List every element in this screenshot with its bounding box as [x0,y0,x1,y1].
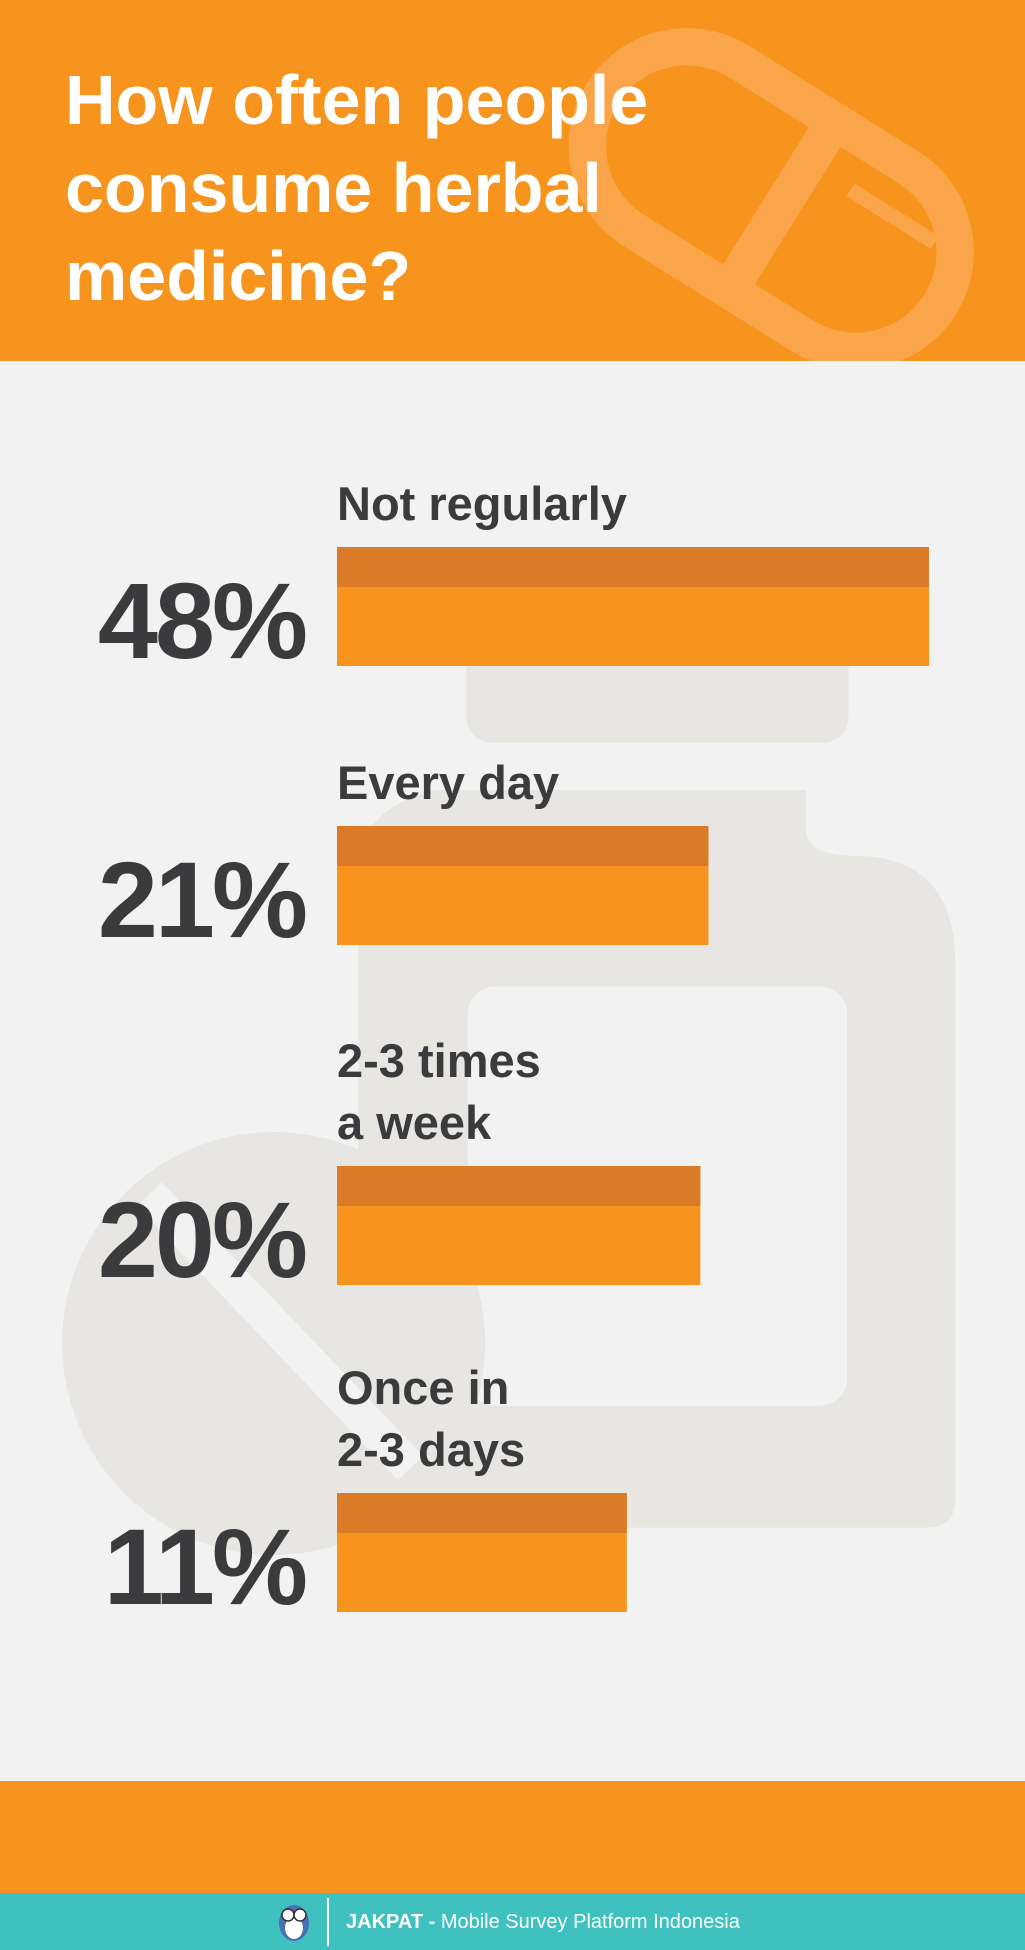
footer-tagline: Mobile Survey Platform Indonesia [441,1911,741,1933]
bar [337,1166,701,1285]
footer-band [0,1781,1025,1893]
chart-title: How often people consume herbal medicine? [65,61,648,315]
header-decoration [568,28,974,361]
footer-text: JAKPAT - Mobile Survey Platform Indonesi… [346,1911,741,1933]
bar [337,547,929,666]
category-label: 2-3 times a week [337,1034,541,1149]
footer-brand: JAKPAT - [346,1911,435,1933]
bar-stripe [337,826,709,866]
bar-stripe [337,1166,701,1206]
logo [279,1898,329,1946]
category-label: Every day [337,756,559,809]
header [0,0,1025,361]
value-label: 11% [104,1506,306,1627]
category-label: Once in 2-3 days [337,1361,525,1476]
bar-stripe [337,1493,627,1533]
bar [337,826,709,945]
category-label: Not regularly [337,477,627,530]
footer-bar [0,1893,1025,1950]
bar-stripe [337,547,929,587]
value-label: 21% [98,839,306,960]
bar [337,1493,627,1612]
value-label: 48% [98,560,306,681]
value-label: 20% [98,1179,306,1300]
